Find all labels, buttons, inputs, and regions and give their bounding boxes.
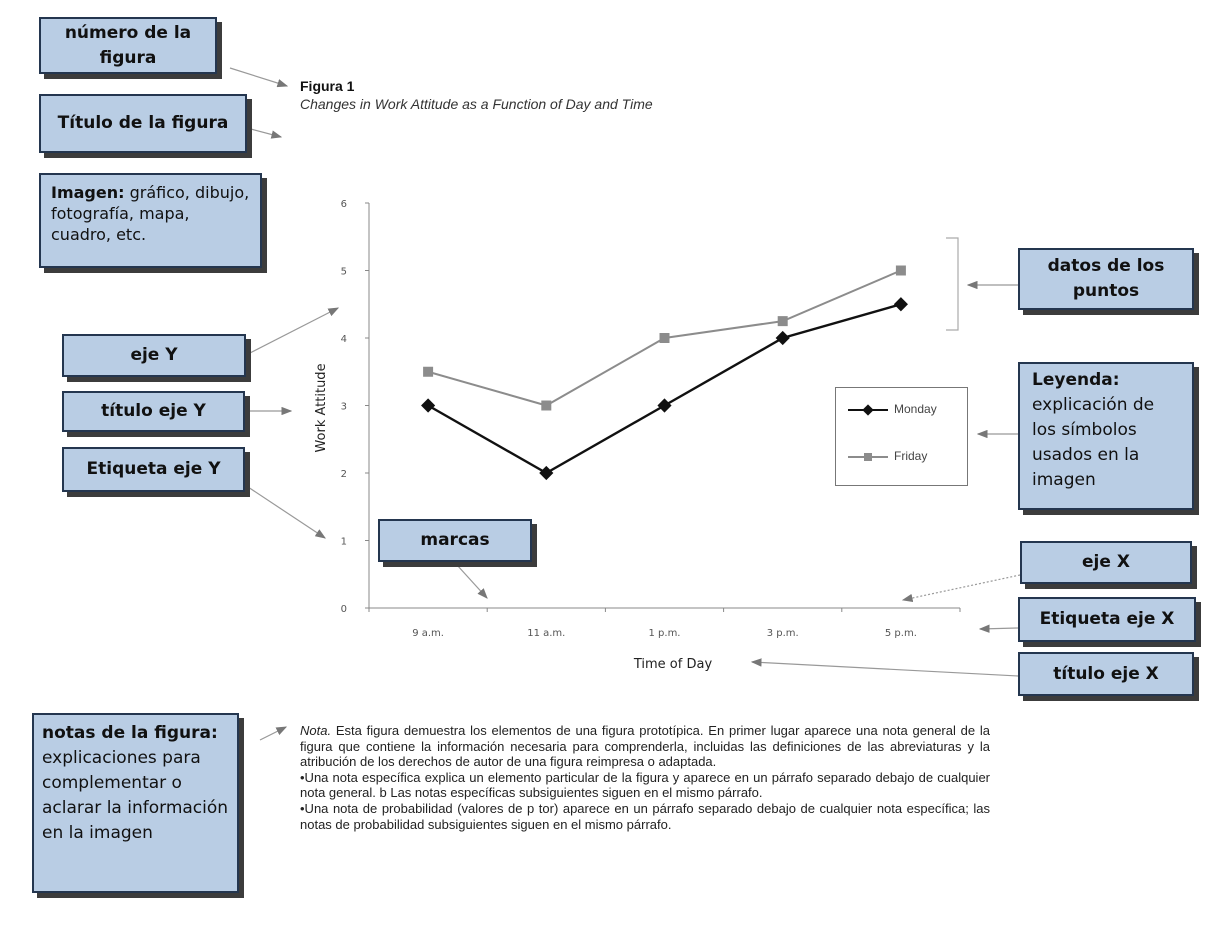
y-axis-title: Work Attitude <box>314 363 329 452</box>
x-tick-label: 3 p.m. <box>767 628 799 639</box>
arrow-titulo <box>246 127 283 139</box>
arrow-eje-y <box>245 307 340 356</box>
callout-titulo-eje-x: título eje X <box>1018 652 1194 696</box>
legend-friday-label: Friday <box>894 449 928 463</box>
point-monday <box>421 398 436 413</box>
callout-eje-y: eje Y <box>62 334 246 377</box>
point-friday <box>423 366 434 377</box>
callout-numero-figura: número de la figura <box>39 17 217 74</box>
x-tick-label: 5 p.m. <box>885 628 917 639</box>
point-monday <box>539 465 554 481</box>
callout-datos-puntos: datos de los puntos <box>1018 248 1194 310</box>
y-tick-label: 5 <box>341 267 347 278</box>
arrow-notas <box>259 726 288 741</box>
point-monday <box>893 297 908 312</box>
figure-notes: Nota. Esta figura demuestra los elemento… <box>300 723 990 832</box>
callout-notas-figura: notas de la figura: explicaciones para c… <box>32 713 239 893</box>
x-tick-label: 9 a.m. <box>412 628 444 639</box>
y-tick-label: 3 <box>341 402 347 413</box>
callout-imagen: Imagen: gráfico, dibujo, fotografía, map… <box>39 173 262 268</box>
data-points-bracket <box>946 237 959 331</box>
callout-leyenda: Leyenda: explicación de los símbolos usa… <box>1018 362 1194 510</box>
callout-etiqueta-eje-x: Etiqueta eje X <box>1018 597 1196 642</box>
point-friday <box>541 400 552 411</box>
y-tick-label: 4 <box>341 334 347 345</box>
y-tick-label: 0 <box>341 604 347 615</box>
point-friday <box>777 316 788 327</box>
legend-friday-marker <box>864 453 872 461</box>
chart-legend: Monday Friday <box>835 387 968 486</box>
arrow-numero <box>229 67 289 88</box>
y-tick-label: 6 <box>341 199 347 210</box>
callout-titulo-eje-y: título eje Y <box>62 391 245 432</box>
point-monday <box>657 398 672 413</box>
callout-eje-x: eje X <box>1020 541 1192 584</box>
point-friday <box>895 265 906 276</box>
callout-marcas: marcas <box>378 519 532 562</box>
arrow-marcas <box>456 564 488 599</box>
figure-title: Changes in Work Attitude as a Function o… <box>300 96 653 112</box>
series-line-monday <box>427 303 902 475</box>
x-tick-label: 1 p.m. <box>649 628 681 639</box>
y-tick-label: 1 <box>341 537 347 548</box>
figure-number: Figura 1 <box>300 78 355 94</box>
specific-note: •Una nota específica explica un elemento… <box>300 769 990 801</box>
y-tick-label: 2 <box>341 469 347 480</box>
arrow-titulo-eje-x <box>750 658 1019 677</box>
legend-monday-marker <box>862 404 874 416</box>
legend-monday-label: Monday <box>894 402 937 416</box>
general-note: Nota. Esta figura demuestra los elemento… <box>300 723 990 770</box>
x-tick-label: 11 a.m. <box>527 628 565 639</box>
callout-titulo-figura: Título de la figura <box>39 94 247 153</box>
x-axis-title: Time of Day <box>633 657 713 672</box>
callout-etiqueta-eje-y: Etiqueta eje Y <box>62 447 245 492</box>
point-friday <box>659 333 670 343</box>
point-monday <box>775 330 790 346</box>
arrow-etiqueta-eje-y <box>244 484 327 539</box>
arrow-etiqueta-eje-x <box>978 624 1019 633</box>
probability-note: •Una nota de probabilidad (valores de p … <box>300 800 990 832</box>
